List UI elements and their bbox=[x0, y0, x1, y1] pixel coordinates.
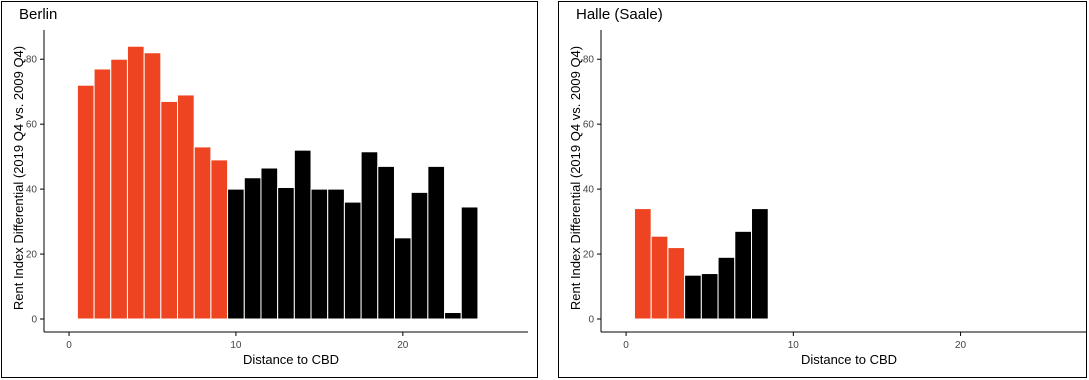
ticks-layer: 0 20 40 60 80 0 10 20 bbox=[26, 55, 409, 351]
y-tick-label: 60 bbox=[26, 120, 38, 131]
bar bbox=[700, 273, 719, 320]
x-tick-label: 20 bbox=[397, 340, 409, 351]
bar bbox=[410, 191, 429, 320]
bar bbox=[277, 186, 295, 320]
x-axis-label: Distance to CBD bbox=[243, 352, 339, 367]
bar bbox=[327, 188, 345, 320]
panel-halle: Halle (Saale) 0 20 40 60 80 0 10 20 Distance to… bbox=[557, 0, 1089, 380]
y-axis-label: Rent Index Differential (2019 Q4 vs. 200… bbox=[568, 46, 583, 310]
bar bbox=[193, 146, 212, 320]
bar bbox=[717, 256, 736, 320]
bar bbox=[734, 230, 753, 320]
panel-title: Halle (Saale) bbox=[576, 6, 663, 23]
bar bbox=[667, 247, 686, 320]
bar bbox=[227, 188, 245, 320]
panel-frame bbox=[1, 1, 538, 378]
x-tick-label: 10 bbox=[788, 340, 800, 351]
bar bbox=[751, 208, 769, 320]
bar bbox=[293, 149, 312, 320]
chart-halle: Halle (Saale) 0 20 40 60 80 0 10 20 Distance to… bbox=[558, 1, 1087, 378]
x-tick-label: 0 bbox=[66, 340, 72, 351]
bar bbox=[177, 94, 195, 320]
bar bbox=[393, 237, 412, 320]
x-tick-label: 20 bbox=[955, 340, 967, 351]
bar bbox=[243, 177, 262, 320]
y-tick-label: 20 bbox=[583, 250, 595, 261]
bar bbox=[160, 100, 179, 320]
bar bbox=[360, 151, 379, 320]
y-tick-label: 20 bbox=[26, 250, 38, 261]
y-axis-label: Rent Index Differential (2019 Q4 vs. 200… bbox=[11, 46, 26, 310]
bars-layer bbox=[633, 208, 769, 320]
chart-berlin: Berlin 0 20 40 60 80 0 10 20 Distance to CBD Re… bbox=[1, 1, 538, 378]
x-tick-label: 10 bbox=[230, 340, 242, 351]
y-tick-label: 0 bbox=[588, 315, 594, 326]
bar bbox=[460, 206, 479, 320]
panel-title: Berlin bbox=[19, 6, 57, 23]
bar bbox=[684, 274, 702, 320]
x-tick-label: 0 bbox=[623, 340, 629, 351]
bar bbox=[260, 167, 279, 320]
bar bbox=[444, 312, 462, 320]
y-tick-label: 80 bbox=[583, 55, 595, 66]
x-axis-label: Distance to CBD bbox=[801, 352, 897, 367]
bar bbox=[427, 165, 446, 320]
y-tick-label: 60 bbox=[583, 120, 595, 131]
bar bbox=[126, 45, 145, 320]
bar bbox=[633, 208, 652, 320]
bars-layer bbox=[76, 45, 479, 320]
panel-berlin: Berlin 0 20 40 60 80 0 10 20 Distance to CBD Re… bbox=[1, 1, 538, 378]
bar bbox=[310, 188, 329, 320]
ticks-layer: 0 20 40 60 80 0 10 20 bbox=[583, 55, 967, 351]
y-tick-label: 40 bbox=[583, 185, 595, 196]
y-tick-label: 0 bbox=[31, 315, 37, 326]
bar bbox=[76, 84, 95, 320]
y-tick-label: 80 bbox=[26, 55, 38, 66]
y-tick-label: 40 bbox=[26, 185, 38, 196]
bar bbox=[650, 235, 669, 320]
panel-frame bbox=[558, 1, 1087, 378]
bar bbox=[210, 159, 229, 320]
bar bbox=[143, 52, 162, 320]
bar bbox=[343, 201, 362, 320]
bar bbox=[110, 58, 128, 320]
bar bbox=[93, 68, 112, 320]
bar bbox=[377, 165, 395, 320]
